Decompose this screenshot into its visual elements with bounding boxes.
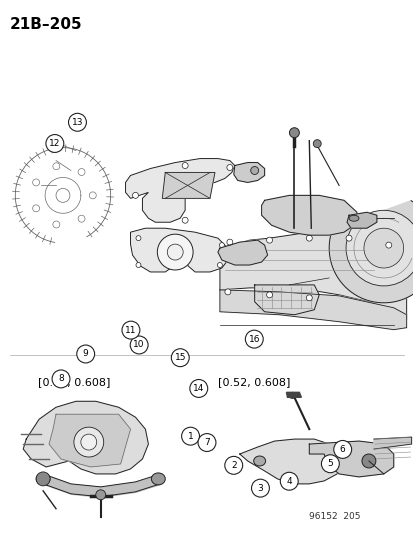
Polygon shape bbox=[130, 228, 227, 272]
Polygon shape bbox=[239, 439, 340, 484]
Polygon shape bbox=[286, 392, 301, 397]
Circle shape bbox=[320, 455, 339, 473]
Circle shape bbox=[135, 263, 140, 268]
Text: 14: 14 bbox=[192, 384, 204, 393]
Circle shape bbox=[345, 211, 413, 286]
Text: [0.52, 0.608]: [0.52, 0.608] bbox=[217, 377, 290, 387]
Circle shape bbox=[181, 427, 199, 445]
Circle shape bbox=[345, 235, 351, 241]
Circle shape bbox=[219, 243, 224, 248]
Polygon shape bbox=[261, 196, 356, 235]
Text: 13: 13 bbox=[71, 118, 83, 127]
Circle shape bbox=[313, 140, 320, 148]
Circle shape bbox=[306, 295, 311, 301]
Circle shape bbox=[122, 321, 140, 339]
Polygon shape bbox=[219, 290, 406, 330]
Circle shape bbox=[182, 217, 188, 223]
Circle shape bbox=[167, 244, 183, 260]
Text: 2: 2 bbox=[230, 461, 236, 470]
Circle shape bbox=[226, 165, 232, 171]
Ellipse shape bbox=[36, 473, 50, 485]
Circle shape bbox=[333, 440, 351, 458]
Circle shape bbox=[69, 114, 86, 131]
Circle shape bbox=[217, 263, 222, 268]
Circle shape bbox=[224, 289, 230, 295]
Circle shape bbox=[135, 236, 140, 240]
Text: [0.09, 0.608]: [0.09, 0.608] bbox=[38, 377, 110, 387]
Polygon shape bbox=[309, 441, 393, 477]
Text: 7: 7 bbox=[204, 438, 209, 447]
Text: 11: 11 bbox=[125, 326, 136, 335]
Ellipse shape bbox=[348, 215, 358, 221]
Circle shape bbox=[197, 433, 216, 451]
Text: 96152  205: 96152 205 bbox=[309, 512, 360, 521]
Polygon shape bbox=[162, 173, 214, 198]
Circle shape bbox=[306, 235, 311, 241]
Polygon shape bbox=[49, 414, 130, 467]
Circle shape bbox=[250, 166, 258, 174]
Circle shape bbox=[226, 239, 232, 245]
Polygon shape bbox=[346, 212, 376, 228]
Circle shape bbox=[171, 349, 189, 367]
Circle shape bbox=[81, 434, 97, 450]
Text: 8: 8 bbox=[58, 374, 64, 383]
Circle shape bbox=[289, 128, 299, 138]
Ellipse shape bbox=[253, 456, 265, 466]
Ellipse shape bbox=[288, 392, 296, 398]
Circle shape bbox=[251, 479, 269, 497]
Text: 5: 5 bbox=[327, 459, 332, 469]
Polygon shape bbox=[373, 437, 411, 449]
Polygon shape bbox=[217, 240, 267, 265]
Polygon shape bbox=[254, 285, 318, 315]
Circle shape bbox=[190, 379, 207, 398]
Ellipse shape bbox=[151, 473, 165, 485]
Circle shape bbox=[280, 472, 297, 490]
Circle shape bbox=[74, 427, 103, 457]
Text: 1: 1 bbox=[187, 432, 193, 441]
Circle shape bbox=[130, 336, 148, 354]
Circle shape bbox=[224, 456, 242, 474]
Text: 12: 12 bbox=[49, 139, 60, 148]
Circle shape bbox=[182, 163, 188, 168]
Circle shape bbox=[266, 237, 272, 243]
Text: 3: 3 bbox=[257, 483, 263, 492]
Text: 4: 4 bbox=[286, 477, 291, 486]
Polygon shape bbox=[328, 201, 413, 303]
Circle shape bbox=[95, 490, 105, 500]
Text: 16: 16 bbox=[248, 335, 259, 344]
Circle shape bbox=[132, 192, 138, 198]
Circle shape bbox=[76, 345, 95, 363]
Circle shape bbox=[52, 370, 70, 388]
Circle shape bbox=[363, 228, 403, 268]
Text: 10: 10 bbox=[133, 341, 145, 350]
Polygon shape bbox=[233, 163, 264, 182]
Circle shape bbox=[46, 134, 64, 152]
Circle shape bbox=[36, 472, 50, 486]
Polygon shape bbox=[23, 401, 148, 474]
Circle shape bbox=[361, 454, 375, 468]
Polygon shape bbox=[125, 158, 234, 222]
Circle shape bbox=[157, 234, 192, 270]
Text: 9: 9 bbox=[83, 350, 88, 359]
Circle shape bbox=[245, 330, 263, 348]
Text: 21B–205: 21B–205 bbox=[9, 17, 82, 33]
Circle shape bbox=[385, 242, 391, 248]
Circle shape bbox=[266, 292, 272, 298]
Text: 6: 6 bbox=[339, 445, 345, 454]
Polygon shape bbox=[219, 228, 406, 320]
Text: 15: 15 bbox=[174, 353, 185, 362]
